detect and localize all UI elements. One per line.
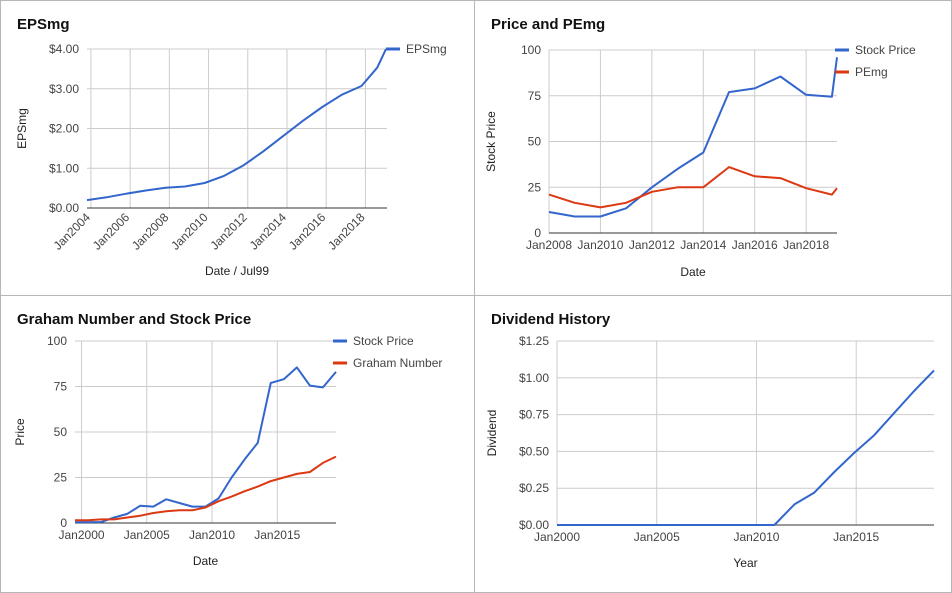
y-tick-label: 0 — [534, 226, 541, 240]
x-tick-label: Jan2014 — [247, 210, 290, 253]
eps-chart: $0.00$1.00$2.00$3.00$4.00Jan2004Jan2006J… — [15, 42, 447, 278]
x-tick-label: Jan2008 — [526, 238, 572, 252]
y-tick-label: 25 — [528, 180, 542, 194]
y-tick-label: 50 — [54, 425, 68, 439]
y-tick-label: $4.00 — [49, 42, 79, 56]
y-tick-label: 25 — [54, 471, 68, 485]
y-axis-title: Dividend — [485, 410, 499, 457]
series-line-stock-price — [75, 366, 337, 524]
price-pe-chart-panel: Price and PEmg 0 25 50 75 100 Jan2008 Jan2010 J… — [474, 0, 952, 296]
dividend-chart-panel: Dividend History $0.00 $0.25 $0.50 $0.75 $1.… — [474, 295, 952, 593]
y-tick-label: 50 — [528, 135, 542, 149]
y-tick-label: $0.75 — [519, 408, 549, 422]
x-tick-label: Jan2005 — [124, 528, 170, 542]
x-tick-label: Jan2018 — [783, 238, 829, 252]
graham-chart-panel: Graham Number and Stock Price 0 25 50 75 100… — [0, 295, 475, 593]
x-tick-label: Jan2012 — [629, 238, 675, 252]
y-axis-title: Stock Price — [484, 111, 498, 172]
y-tick-label: 75 — [528, 89, 542, 103]
y-axis-title: EPSmg — [15, 108, 29, 149]
x-tick-label: Jan2010 — [733, 530, 779, 544]
x-tick-label: Jan2010 — [577, 238, 623, 252]
chart-title: Price and PEmg — [491, 16, 606, 33]
series-line-epsmg — [86, 48, 387, 202]
series-line-graham-number — [75, 455, 337, 522]
chart-title: Graham Number and Stock Price — [17, 311, 252, 328]
series-line-stock-price — [548, 57, 838, 218]
y-tick-label: 100 — [47, 334, 67, 348]
y-tick-label: $2.00 — [49, 122, 79, 136]
x-tick-label: Jan2010 — [189, 528, 235, 542]
x-axis-title: Year — [733, 556, 757, 570]
x-tick-label: Jan2008 — [129, 210, 172, 253]
series-line-dividend — [557, 369, 935, 526]
x-tick-label: Jan2004 — [51, 210, 94, 253]
x-tick-label: Jan2006 — [90, 210, 133, 253]
y-tick-label: $1.25 — [519, 334, 549, 348]
x-tick-label: Jan2016 — [286, 210, 329, 253]
legend-label: Stock Price — [855, 43, 916, 57]
x-tick-label: Jan2018 — [325, 210, 368, 253]
x-tick-label: Jan2012 — [207, 210, 250, 253]
graham-chart: 0 25 50 75 100 Jan2000 Jan2005 Jan2010 Jan2015 Da… — [13, 334, 442, 568]
x-tick-label: Jan2016 — [732, 238, 778, 252]
y-tick-label: $0.50 — [519, 444, 549, 458]
y-axis-title: Price — [13, 418, 27, 446]
chart-title: EPSmg — [17, 16, 70, 33]
legend-label: PEmg — [855, 65, 888, 79]
x-tick-label: Jan2000 — [59, 528, 105, 542]
y-tick-label: $0.00 — [49, 201, 79, 215]
dividend-chart: $0.00 $0.25 $0.50 $0.75 $1.00 $1.25 Jan2000 Jan… — [485, 334, 935, 570]
price-pe-chart: 0 25 50 75 100 Jan2008 Jan2010 Jan2012 Jan2014 Ja… — [484, 43, 916, 279]
y-tick-label: $0.00 — [519, 518, 549, 532]
x-tick-label: Jan2010 — [168, 210, 211, 253]
legend-label: Graham Number — [353, 356, 442, 370]
y-tick-label: $1.00 — [519, 371, 549, 385]
x-tick-label: Jan2000 — [534, 530, 580, 544]
x-tick-label: Jan2015 — [833, 530, 879, 544]
legend-label: Stock Price — [353, 334, 414, 348]
legend-label: EPSmg — [406, 42, 447, 56]
x-axis-title: Date / Jul99 — [205, 264, 269, 278]
y-tick-label: $1.00 — [49, 161, 79, 175]
x-tick-label: Jan2015 — [254, 528, 300, 542]
y-tick-label: $3.00 — [49, 82, 79, 96]
x-axis-title: Date — [680, 265, 706, 279]
series-line-pemg — [548, 166, 838, 209]
y-tick-label: 0 — [60, 516, 67, 530]
x-tick-label: Jan2014 — [680, 238, 726, 252]
eps-chart-panel: EPSmg $0.00 $1.00 $2.00 $3.00 $4.00 Jan2004 Ja… — [0, 0, 475, 296]
y-tick-label: 75 — [54, 380, 68, 394]
x-axis-title: Date — [193, 554, 219, 568]
y-tick-label: $0.25 — [519, 481, 549, 495]
chart-title: Dividend History — [491, 311, 611, 328]
y-tick-label: 100 — [521, 43, 541, 57]
x-tick-label: Jan2005 — [634, 530, 680, 544]
